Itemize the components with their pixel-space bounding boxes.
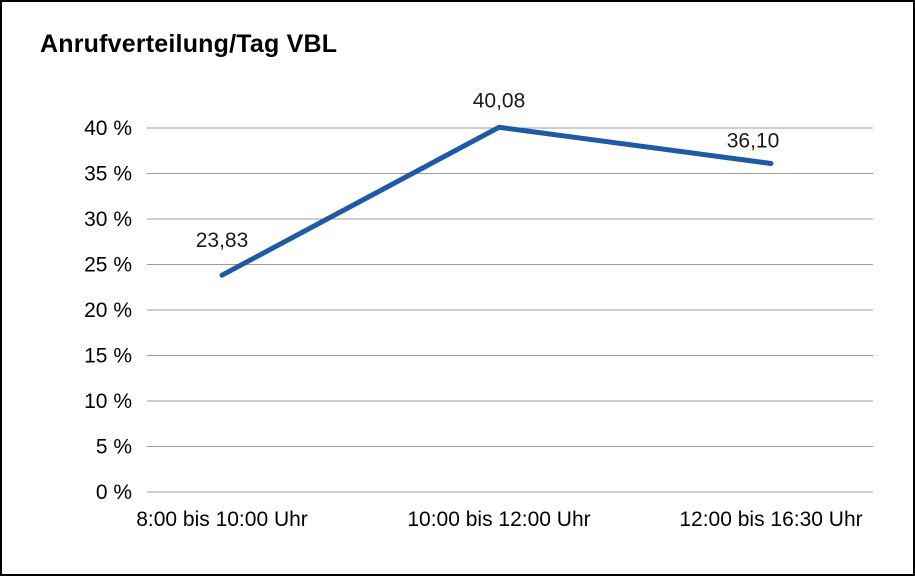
data-point-label: 36,10 xyxy=(727,129,780,152)
chart-title: Anrufverteilung/Tag VBL xyxy=(40,30,338,58)
y-axis-tick-label: 20 % xyxy=(84,299,132,322)
x-axis-tick-label: 12:00 bis 16:30 Uhr xyxy=(679,508,862,531)
y-axis-tick-label: 0 % xyxy=(96,481,132,504)
x-axis-tick-label: 8:00 bis 10:00 Uhr xyxy=(136,508,308,531)
data-point-label: 40,08 xyxy=(473,89,526,112)
y-axis-tick-label: 25 % xyxy=(84,254,132,277)
y-axis-tick-label: 5 % xyxy=(96,436,132,459)
data-series-line xyxy=(219,124,774,278)
x-axis-tick-label: 10:00 bis 12:00 Uhr xyxy=(407,508,590,531)
y-axis-tick-label: 30 % xyxy=(84,208,132,231)
y-axis-tick-label: 35 % xyxy=(84,163,132,186)
y-axis-tick-label: 40 % xyxy=(84,117,132,140)
data-point-label: 23,83 xyxy=(196,229,249,252)
y-axis-tick-label: 10 % xyxy=(84,390,132,413)
y-axis-tick-label: 15 % xyxy=(84,345,132,368)
